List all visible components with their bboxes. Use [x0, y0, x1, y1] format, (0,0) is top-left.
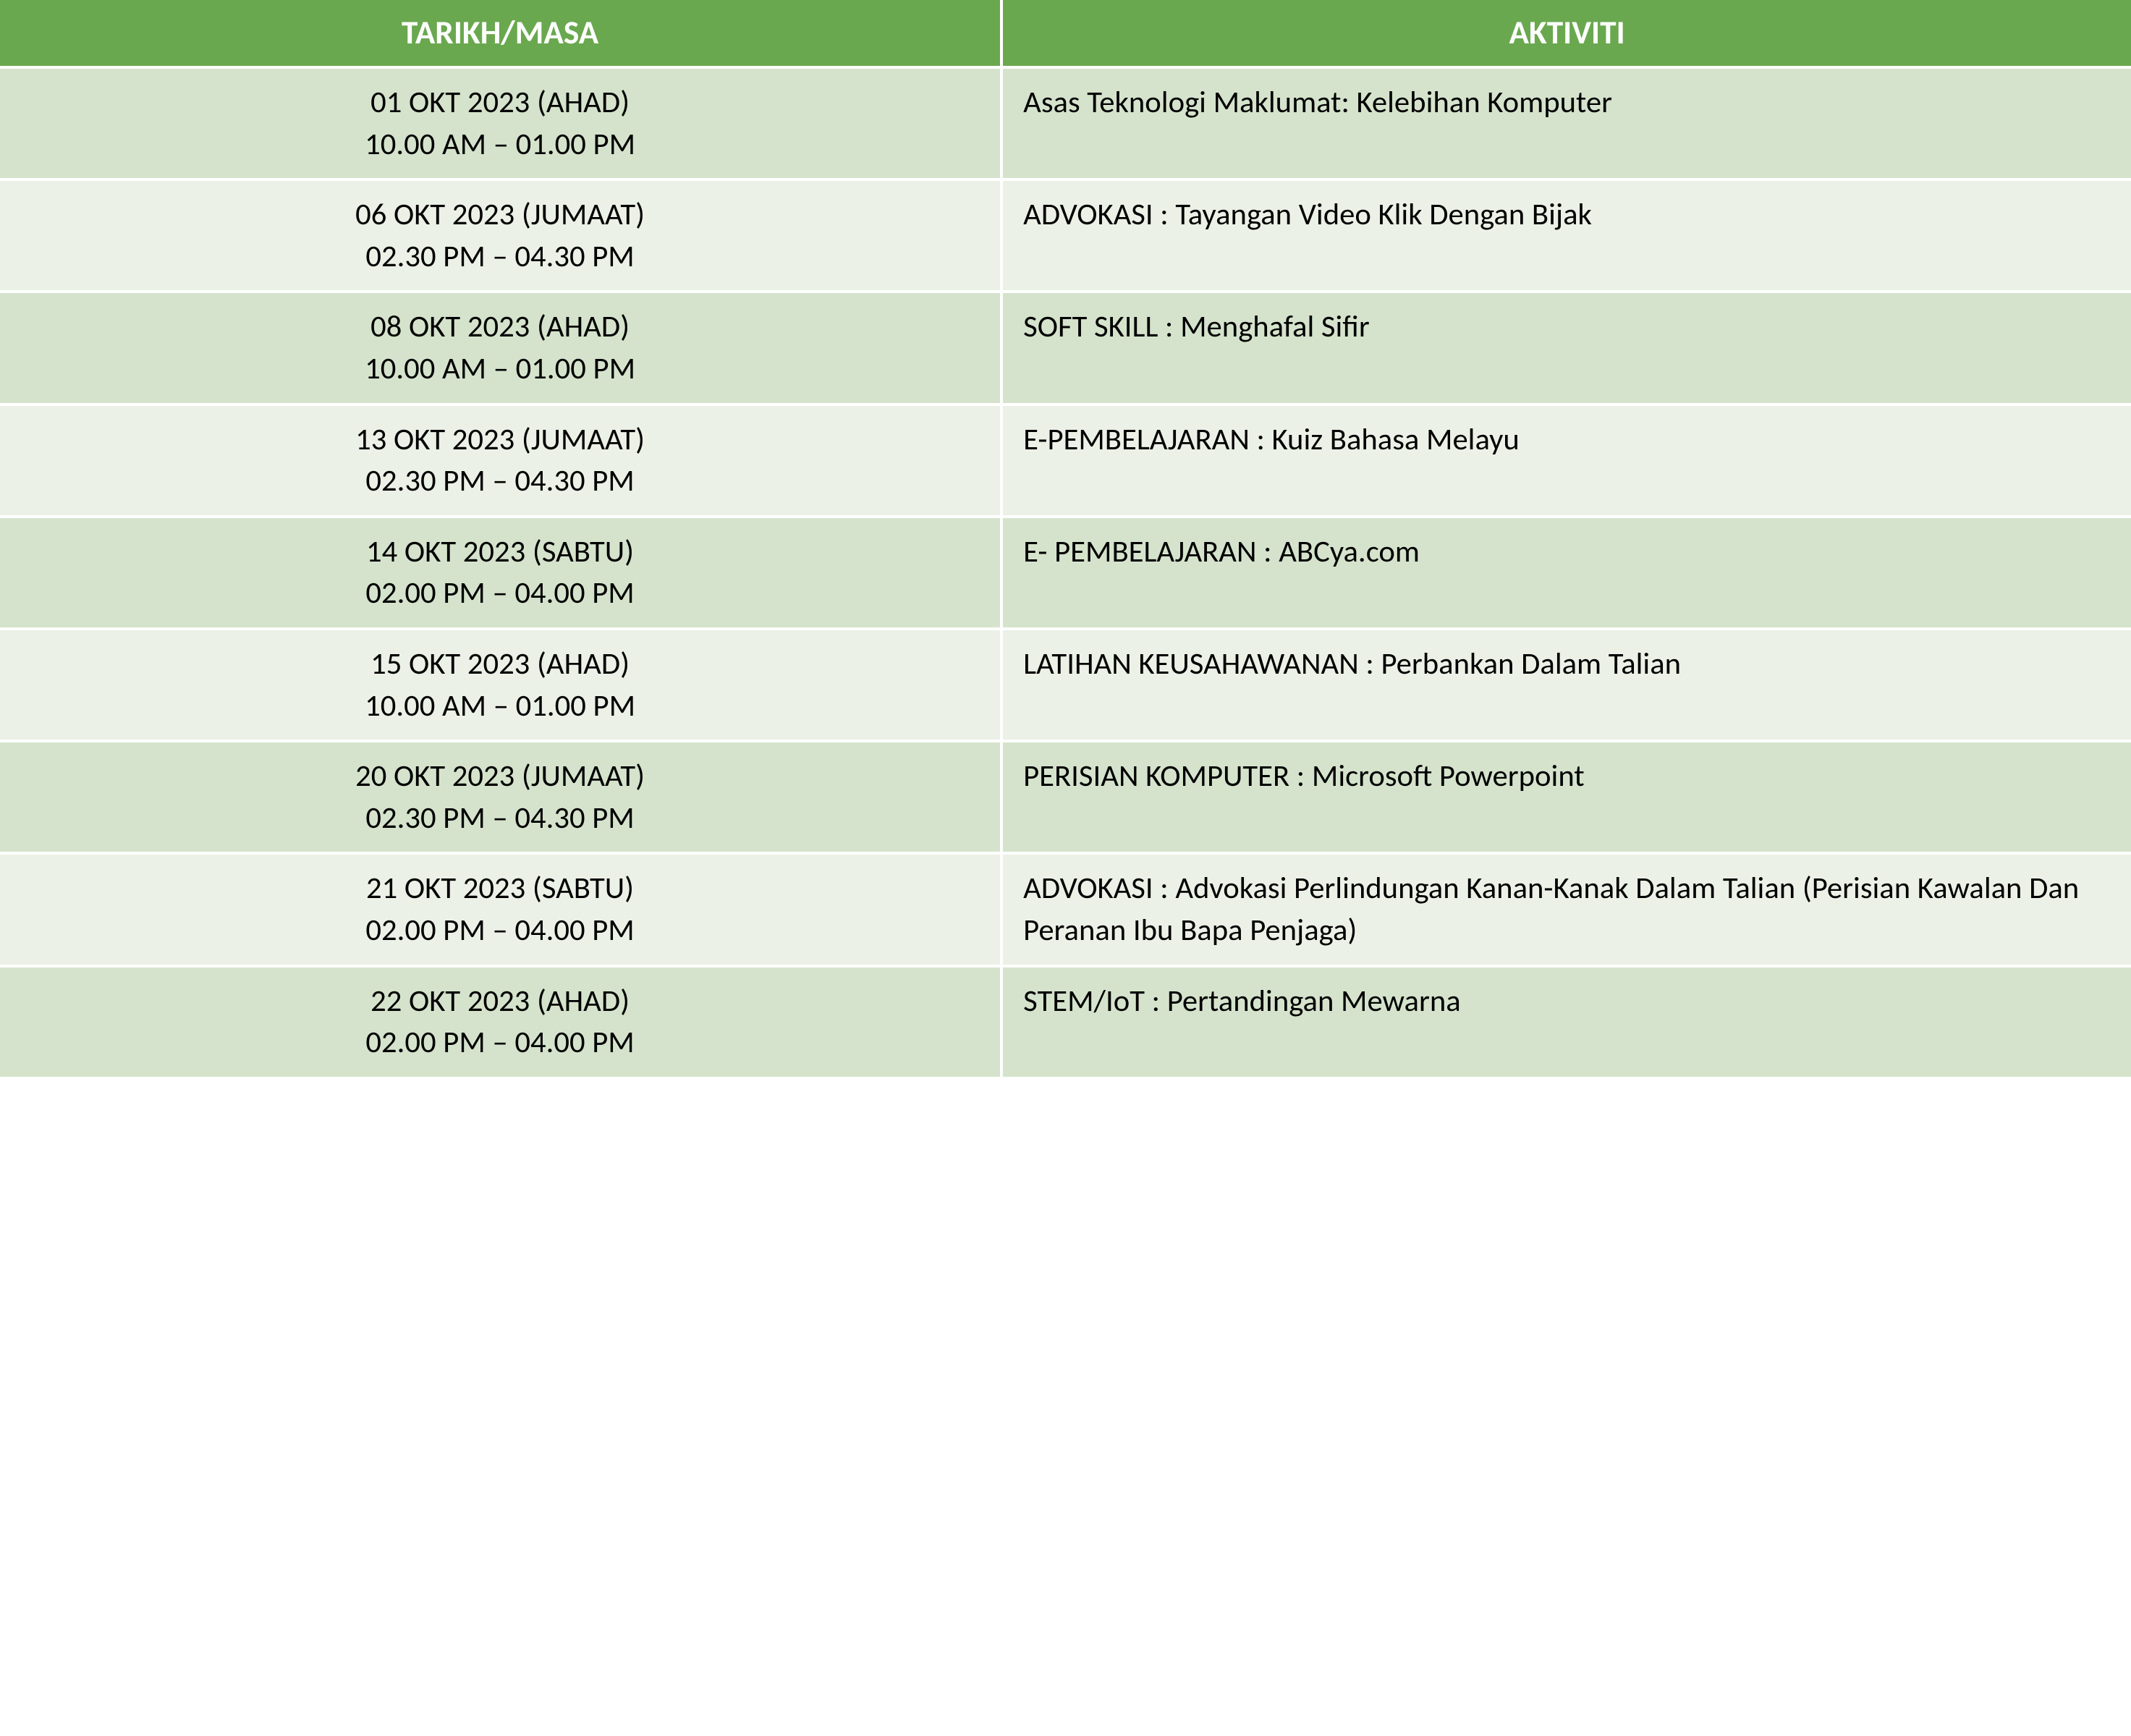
cell-activity: LATIHAN KEUSAHAWANAN : Perbankan Dalam T… [1001, 629, 2131, 741]
activity-text: E-PEMBELAJARAN : Kuiz Bahasa Melayu [1023, 419, 2111, 461]
time-text: 02.00 PM – 04.00 PM [20, 910, 980, 952]
activity-text: PERISIAN KOMPUTER : Microsoft Powerpoint [1023, 755, 2111, 797]
time-text: 02.30 PM – 04.30 PM [20, 460, 980, 502]
cell-datetime: 06 OKT 2023 (JUMAAT)02.30 PM – 04.30 PM [0, 179, 1001, 292]
time-text: 10.00 AM – 01.00 PM [20, 685, 980, 727]
date-text: 21 OKT 2023 (SABTU) [20, 868, 980, 910]
date-text: 14 OKT 2023 (SABTU) [20, 531, 980, 573]
date-text: 15 OKT 2023 (AHAD) [20, 643, 980, 685]
cell-activity: SOFT SKILL : Menghafal Sifir [1001, 292, 2131, 404]
cell-datetime: 20 OKT 2023 (JUMAAT)02.30 PM – 04.30 PM [0, 741, 1001, 853]
cell-activity: E- PEMBELAJARAN : ABCya.com [1001, 517, 2131, 629]
table-body: 01 OKT 2023 (AHAD)10.00 AM – 01.00 PMAsa… [0, 67, 2131, 1077]
cell-activity: Asas Teknologi Maklumat: Kelebihan Kompu… [1001, 67, 2131, 179]
cell-activity: ADVOKASI : Tayangan Video Klik Dengan Bi… [1001, 179, 2131, 292]
table-row: 15 OKT 2023 (AHAD)10.00 AM – 01.00 PM LAT… [0, 629, 2131, 741]
time-text: 02.00 PM – 04.00 PM [20, 1022, 980, 1064]
activity-text: ADVOKASI : Advokasi Perlindungan Kanan-K… [1023, 868, 2111, 951]
cell-datetime: 01 OKT 2023 (AHAD)10.00 AM – 01.00 PM [0, 67, 1001, 179]
table-row: 01 OKT 2023 (AHAD)10.00 AM – 01.00 PM Asa… [0, 67, 2131, 179]
cell-datetime: 13 OKT 2023 (JUMAAT)02.30 PM – 04.30 PM [0, 405, 1001, 517]
cell-activity: PERISIAN KOMPUTER : Microsoft Powerpoint [1001, 741, 2131, 853]
time-text: 10.00 AM – 01.00 PM [20, 124, 980, 166]
activity-text: LATIHAN KEUSAHAWANAN : Perbankan Dalam T… [1023, 643, 2111, 685]
cell-activity: E-PEMBELAJARAN : Kuiz Bahasa Melayu [1001, 405, 2131, 517]
table-row: 14 OKT 2023 (SABTU)02.00 PM – 04.00 PM E-… [0, 517, 2131, 629]
header-activity: AKTIVITI [1001, 0, 2131, 67]
cell-datetime: 22 OKT 2023 (AHAD)02.00 PM – 04.00 PM [0, 966, 1001, 1077]
cell-datetime: 14 OKT 2023 (SABTU)02.00 PM – 04.00 PM [0, 517, 1001, 629]
time-text: 02.30 PM – 04.30 PM [20, 797, 980, 839]
date-text: 22 OKT 2023 (AHAD) [20, 981, 980, 1022]
table-row: 20 OKT 2023 (JUMAAT)02.30 PM – 04.30 PM P… [0, 741, 2131, 853]
activity-text: E- PEMBELAJARAN : ABCya.com [1023, 531, 2111, 573]
date-text: 13 OKT 2023 (JUMAAT) [20, 419, 980, 461]
table-row: 13 OKT 2023 (JUMAAT)02.30 PM – 04.30 PM E… [0, 405, 2131, 517]
time-text: 02.00 PM – 04.00 PM [20, 572, 980, 614]
cell-activity: ADVOKASI : Advokasi Perlindungan Kanan-K… [1001, 853, 2131, 965]
time-text: 02.30 PM – 04.30 PM [20, 236, 980, 278]
cell-datetime: 15 OKT 2023 (AHAD)10.00 AM – 01.00 PM [0, 629, 1001, 741]
table-row: 06 OKT 2023 (JUMAAT)02.30 PM – 04.30 PM A… [0, 179, 2131, 292]
table-row: 08 OKT 2023 (AHAD)10.00 AM – 01.00 PM SOF… [0, 292, 2131, 404]
activity-text: STEM/IoT : Pertandingan Mewarna [1023, 981, 2111, 1022]
cell-datetime: 08 OKT 2023 (AHAD)10.00 AM – 01.00 PM [0, 292, 1001, 404]
activity-text: SOFT SKILL : Menghafal Sifir [1023, 306, 2111, 348]
date-text: 08 OKT 2023 (AHAD) [20, 306, 980, 348]
date-text: 20 OKT 2023 (JUMAAT) [20, 755, 980, 797]
date-text: 01 OKT 2023 (AHAD) [20, 82, 980, 124]
header-datetime: TARIKH/MASA [0, 0, 1001, 67]
table-row: 22 OKT 2023 (AHAD)02.00 PM – 04.00 PM STE… [0, 966, 2131, 1077]
activity-text: Asas Teknologi Maklumat: Kelebihan Kompu… [1023, 82, 2111, 124]
table-header: TARIKH/MASA AKTIVITI [0, 0, 2131, 67]
table-row: 21 OKT 2023 (SABTU)02.00 PM – 04.00 PM AD… [0, 853, 2131, 965]
activity-text: ADVOKASI : Tayangan Video Klik Dengan Bi… [1023, 194, 2111, 236]
cell-activity: STEM/IoT : Pertandingan Mewarna [1001, 966, 2131, 1077]
date-text: 06 OKT 2023 (JUMAAT) [20, 194, 980, 236]
time-text: 10.00 AM – 01.00 PM [20, 348, 980, 390]
schedule-table: TARIKH/MASA AKTIVITI 01 OKT 2023 (AHAD)1… [0, 0, 2131, 1077]
cell-datetime: 21 OKT 2023 (SABTU)02.00 PM – 04.00 PM [0, 853, 1001, 965]
